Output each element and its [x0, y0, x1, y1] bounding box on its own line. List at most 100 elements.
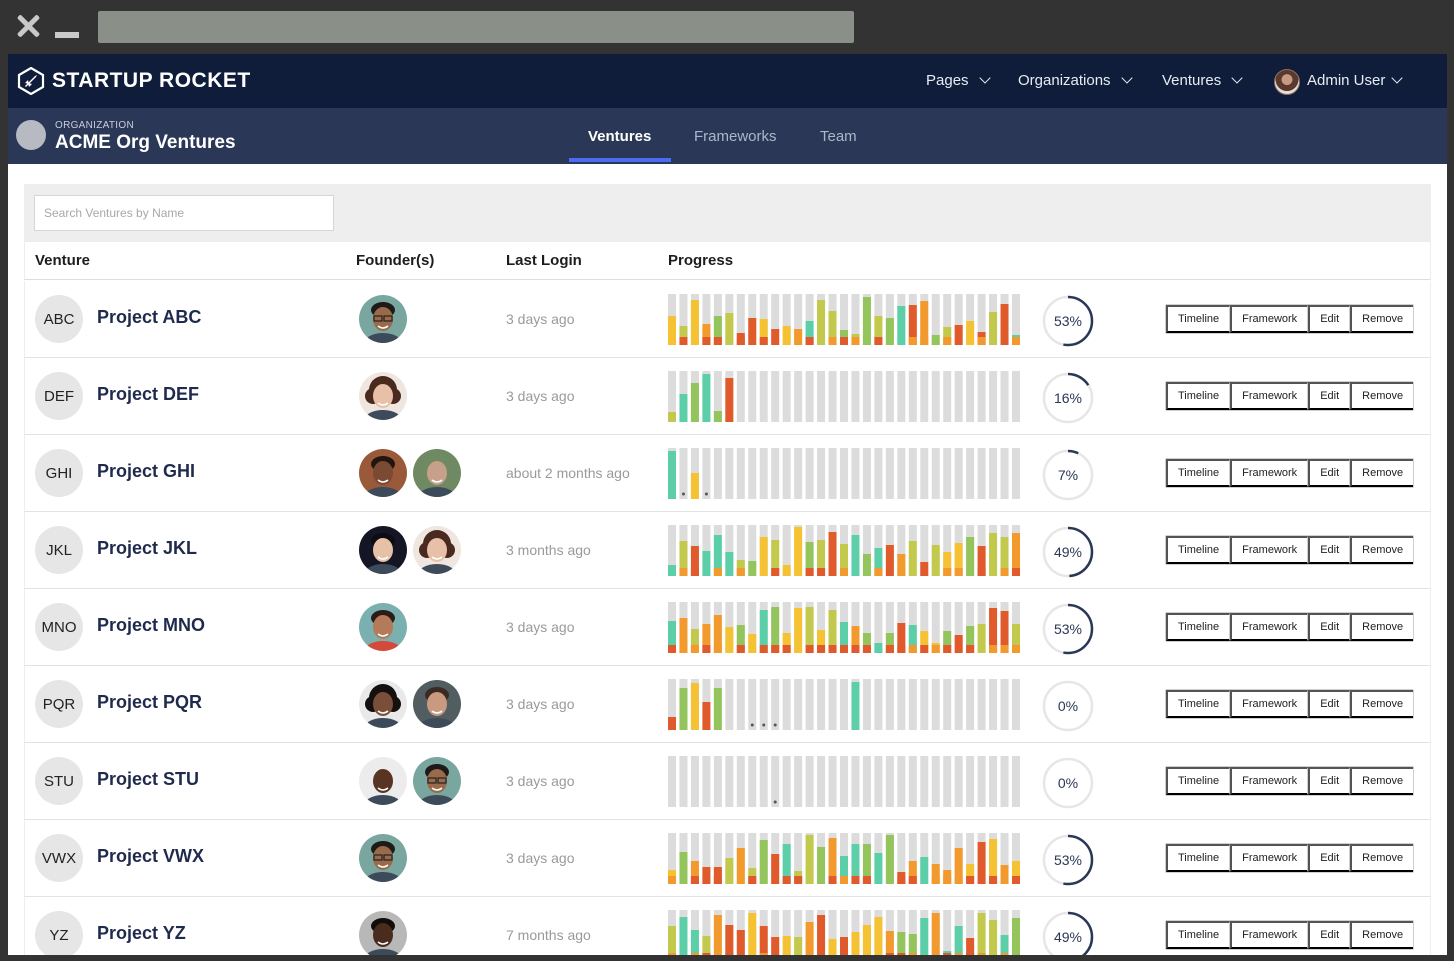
framework-button[interactable]: Framework — [1230, 305, 1309, 333]
col-progress[interactable]: Progress — [668, 252, 734, 269]
timeline-button[interactable]: Timeline — [1166, 921, 1231, 949]
framework-button[interactable]: Framework — [1230, 844, 1309, 872]
venture-abbr[interactable]: DEF — [35, 372, 83, 420]
col-venture[interactable]: Venture — [35, 252, 91, 269]
edit-button[interactable]: Edit — [1308, 690, 1351, 718]
founder-avatar[interactable] — [413, 449, 461, 497]
venture-abbr[interactable]: MNO — [35, 603, 83, 651]
venture-abbr[interactable]: YZ — [35, 911, 83, 955]
progress-bars[interactable] — [668, 602, 1020, 653]
col-founders[interactable]: Founder(s) — [356, 252, 435, 269]
timeline-button[interactable]: Timeline — [1166, 844, 1231, 872]
table-row[interactable]: VWX Project VWX 3 days ago 53% Timeline … — [24, 820, 1431, 897]
venture-name[interactable]: Project DEF — [97, 384, 200, 404]
framework-button[interactable]: Framework — [1230, 459, 1309, 487]
framework-button[interactable]: Framework — [1230, 921, 1309, 949]
timeline-button[interactable]: Timeline — [1166, 536, 1231, 564]
venture-name[interactable]: Project YZ — [97, 923, 186, 943]
founder-avatar[interactable] — [359, 372, 407, 420]
venture-name[interactable]: Project MNO — [97, 615, 206, 635]
progress-bars[interactable] — [668, 756, 1020, 807]
user-avatar[interactable] — [1274, 69, 1300, 95]
brand-name[interactable]: STARTUP ROCKET — [52, 69, 251, 92]
framework-button[interactable]: Framework — [1230, 690, 1309, 718]
venture-abbr[interactable]: PQR — [35, 680, 83, 728]
remove-button[interactable]: Remove — [1350, 690, 1414, 718]
edit-button[interactable]: Edit — [1308, 305, 1351, 333]
founder-avatar[interactable] — [359, 449, 407, 497]
venture-name[interactable]: Project JKL — [97, 538, 198, 558]
table-row[interactable]: YZ Project YZ 7 months ago 49% Timeline … — [24, 897, 1431, 955]
progress-bars[interactable] — [668, 679, 1020, 730]
progress-bars[interactable] — [668, 448, 1020, 499]
timeline-button[interactable]: Timeline — [1166, 382, 1231, 410]
edit-button[interactable]: Edit — [1308, 767, 1351, 795]
table-row[interactable]: ABC Project ABC 3 days ago 53% Timeline … — [24, 281, 1431, 358]
table-row[interactable]: DEF Project DEF 3 days ago 16% Timeline … — [24, 358, 1431, 435]
founder-avatar[interactable] — [359, 603, 407, 651]
table-row[interactable]: GHI Project GHI about 2 months ago — [24, 435, 1431, 512]
nav-organizations[interactable]: Organizations — [1018, 72, 1133, 89]
founder-avatar[interactable] — [359, 757, 407, 805]
remove-button[interactable]: Remove — [1350, 536, 1414, 564]
timeline-button[interactable]: Timeline — [1166, 767, 1231, 795]
founder-avatar[interactable] — [413, 526, 461, 574]
timeline-button[interactable]: Timeline — [1166, 690, 1231, 718]
framework-button[interactable]: Framework — [1230, 613, 1309, 641]
nav-pages[interactable]: Pages — [926, 72, 991, 89]
edit-button[interactable]: Edit — [1308, 382, 1351, 410]
progress-bars[interactable] — [668, 910, 1020, 955]
edit-button[interactable]: Edit — [1308, 844, 1351, 872]
progress-bars[interactable] — [668, 525, 1020, 576]
founder-avatar[interactable] — [359, 911, 407, 955]
remove-button[interactable]: Remove — [1350, 767, 1414, 795]
timeline-button[interactable]: Timeline — [1166, 459, 1231, 487]
edit-button[interactable]: Edit — [1308, 459, 1351, 487]
remove-button[interactable]: Remove — [1350, 459, 1414, 487]
table-row[interactable]: STU Project STU 3 days ago — [24, 743, 1431, 820]
nav-ventures[interactable]: Ventures — [1162, 72, 1243, 89]
framework-button[interactable]: Framework — [1230, 536, 1309, 564]
founder-avatar[interactable] — [359, 834, 407, 882]
venture-abbr[interactable]: ABC — [35, 295, 83, 343]
remove-button[interactable]: Remove — [1350, 382, 1414, 410]
close-window-icon[interactable] — [14, 12, 42, 40]
tab-ventures[interactable]: Ventures — [588, 128, 652, 145]
progress-bars[interactable] — [668, 371, 1020, 422]
table-row[interactable]: MNO Project MNO 3 days ago 53% Timeline … — [24, 589, 1431, 666]
founder-avatar[interactable] — [413, 757, 461, 805]
progress-bars[interactable] — [668, 833, 1020, 884]
address-bar[interactable] — [98, 11, 854, 43]
timeline-button[interactable]: Timeline — [1166, 613, 1231, 641]
remove-button[interactable]: Remove — [1350, 844, 1414, 872]
tab-team[interactable]: Team — [820, 128, 857, 145]
venture-abbr[interactable]: JKL — [35, 526, 83, 574]
remove-button[interactable]: Remove — [1350, 305, 1414, 333]
edit-button[interactable]: Edit — [1308, 536, 1351, 564]
venture-abbr[interactable]: GHI — [35, 449, 83, 497]
edit-button[interactable]: Edit — [1308, 613, 1351, 641]
venture-name[interactable]: Project VWX — [97, 846, 205, 866]
venture-name[interactable]: Project ABC — [97, 307, 202, 327]
framework-button[interactable]: Framework — [1230, 767, 1309, 795]
founder-avatar[interactable] — [359, 680, 407, 728]
rocket-logo-icon[interactable] — [17, 67, 45, 95]
table-row[interactable]: PQR Project PQR 3 days ago — [24, 666, 1431, 743]
table-row[interactable]: JKL Project JKL 3 months ago — [24, 512, 1431, 589]
framework-button[interactable]: Framework — [1230, 382, 1309, 410]
search-input[interactable] — [34, 195, 334, 231]
founder-avatar[interactable] — [359, 295, 407, 343]
venture-name[interactable]: Project GHI — [97, 461, 196, 481]
edit-button[interactable]: Edit — [1308, 921, 1351, 949]
venture-name[interactable]: Project STU — [97, 769, 200, 789]
founder-avatar[interactable] — [359, 526, 407, 574]
venture-abbr[interactable]: STU — [35, 757, 83, 805]
venture-abbr[interactable]: VWX — [35, 834, 83, 882]
nav-user-menu[interactable]: Admin User — [1307, 72, 1404, 89]
venture-name[interactable]: Project PQR — [97, 692, 203, 712]
progress-bars[interactable] — [668, 294, 1020, 345]
founder-avatar[interactable] — [413, 680, 461, 728]
tab-frameworks[interactable]: Frameworks — [694, 128, 777, 145]
remove-button[interactable]: Remove — [1350, 613, 1414, 641]
timeline-button[interactable]: Timeline — [1166, 305, 1231, 333]
